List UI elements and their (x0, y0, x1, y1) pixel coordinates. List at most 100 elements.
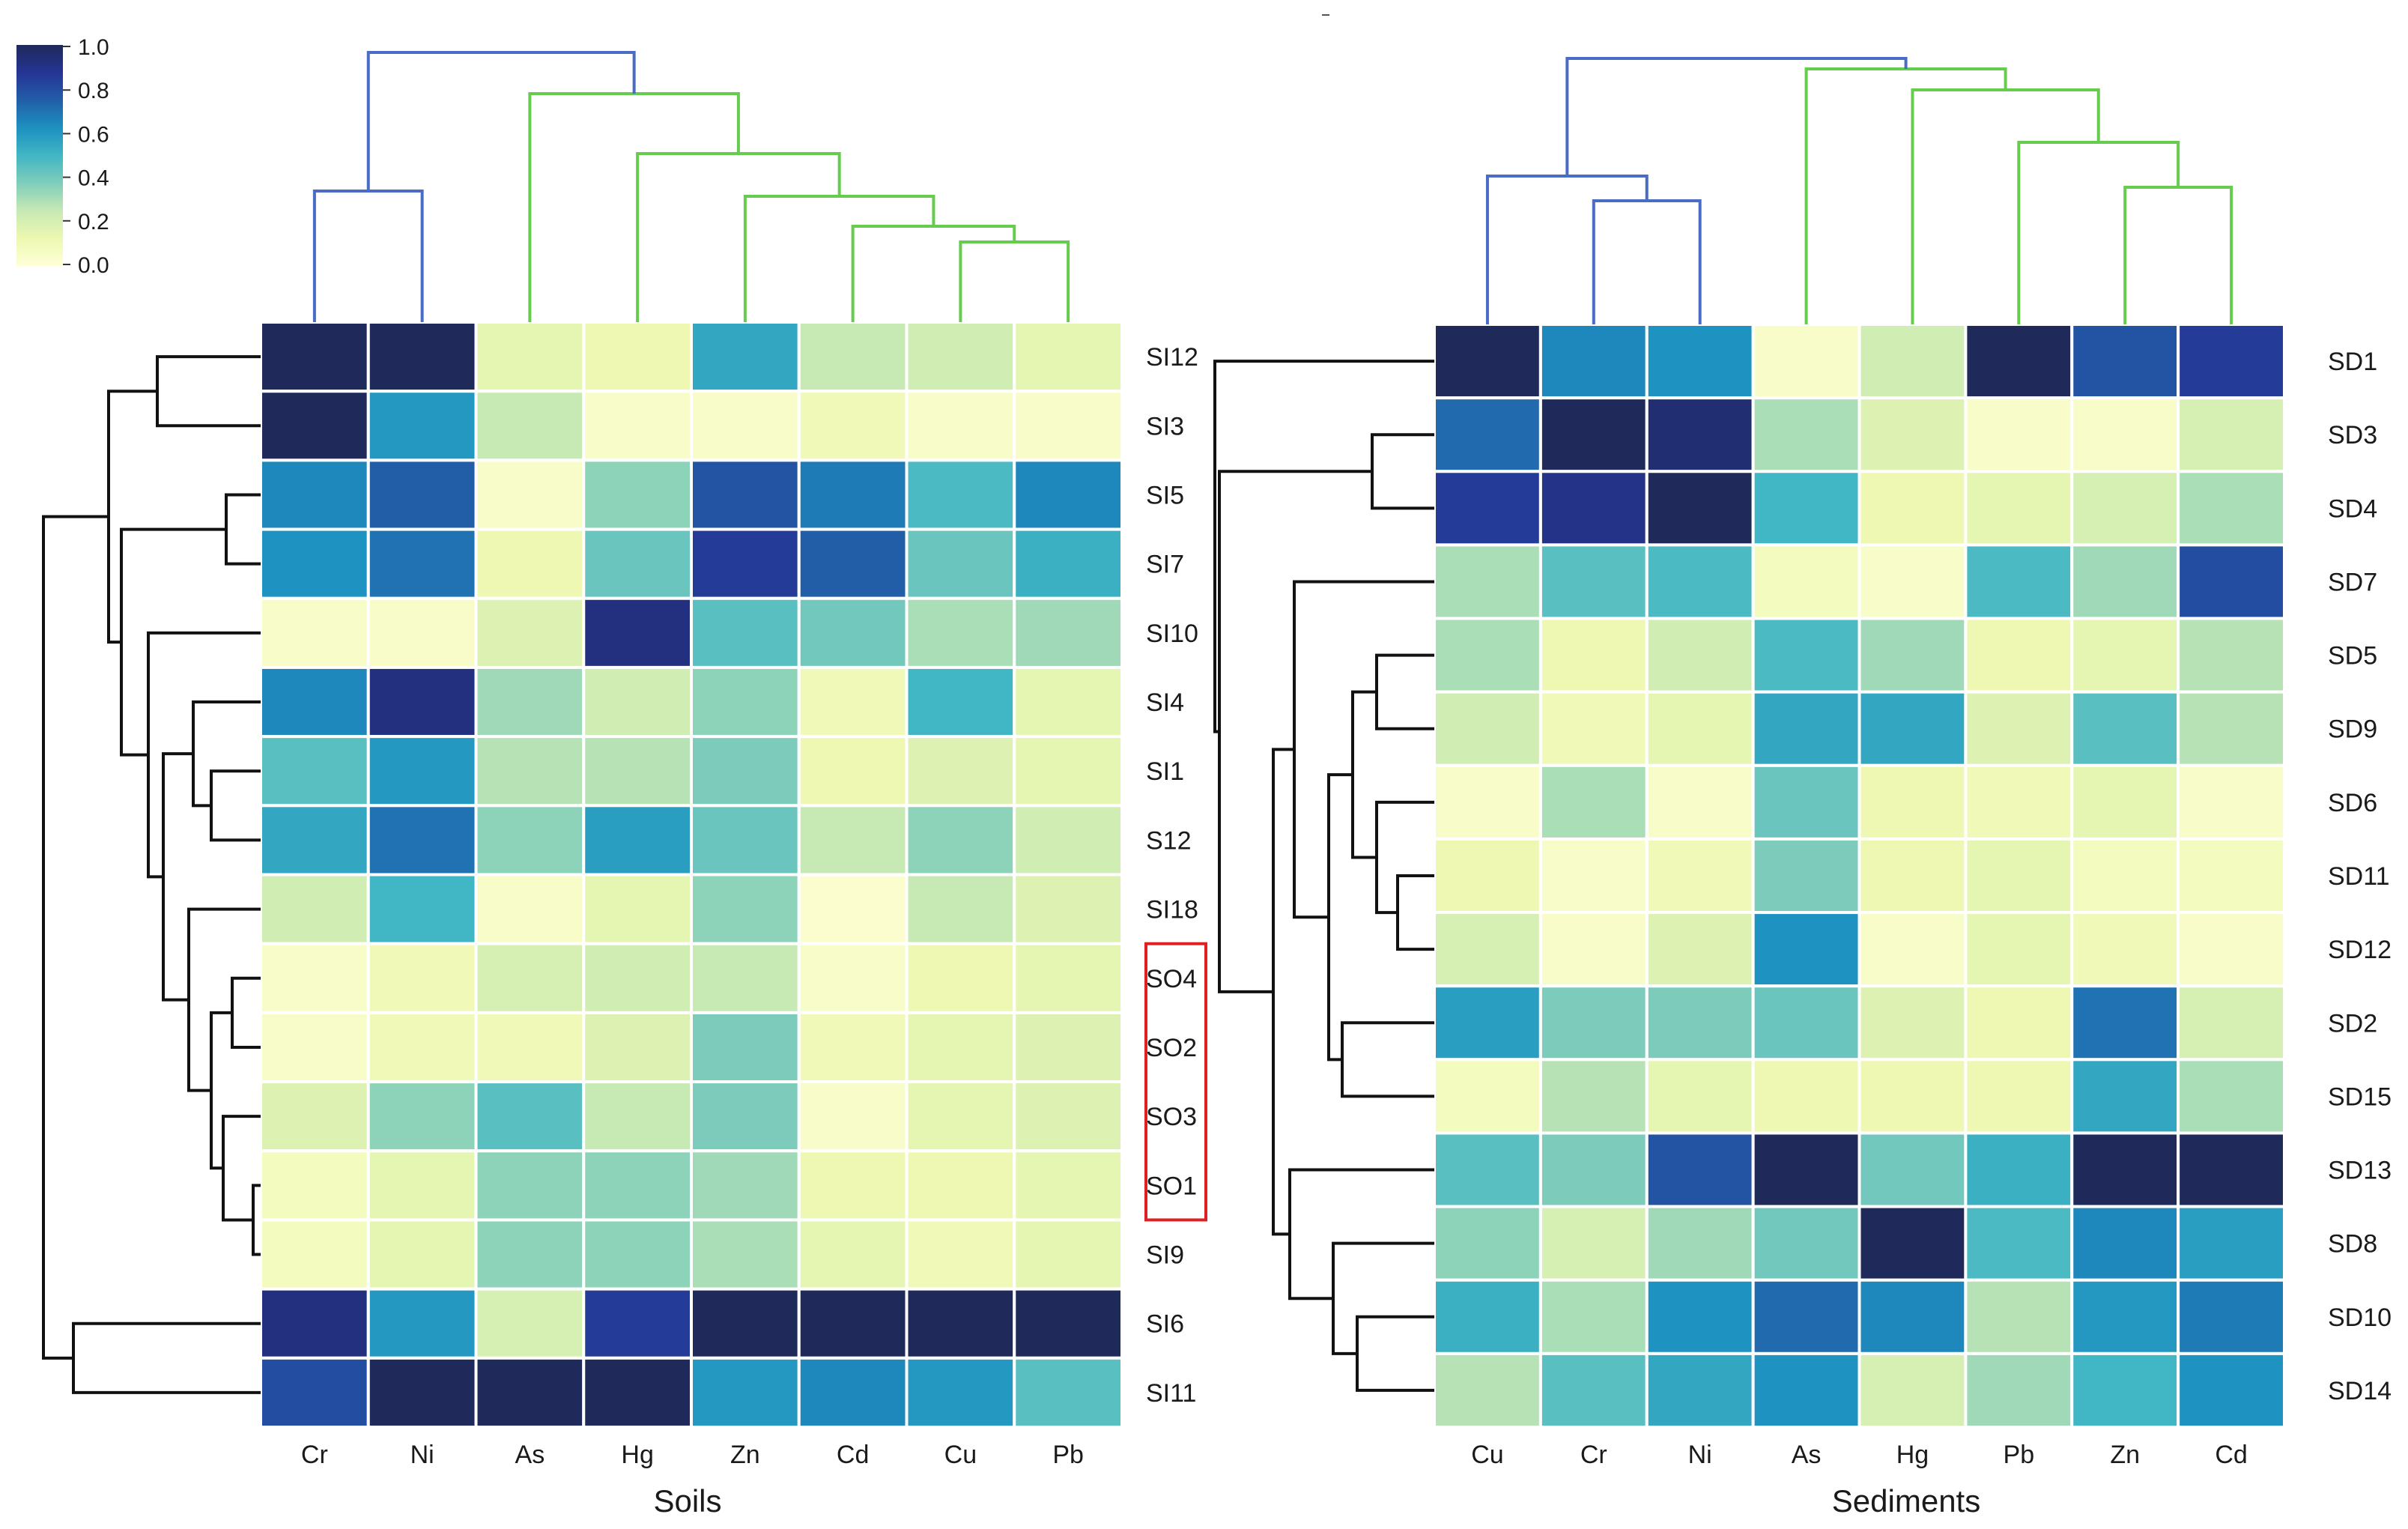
heatmap-cell (582, 942, 693, 1014)
heatmap-cell (1433, 911, 1542, 988)
row-label: SD3 (2328, 421, 2377, 449)
heatmap-cell (1538, 470, 1649, 547)
colorbar-gradient (16, 45, 63, 266)
column-label: Cr (301, 1441, 328, 1469)
heatmap-cell (582, 1356, 693, 1429)
heatmap-cell (690, 390, 801, 462)
heatmap-cell (1013, 458, 1123, 531)
heatmap-cell (582, 321, 693, 393)
heatmap-cell (905, 1356, 1016, 1429)
column-label: As (1792, 1441, 1822, 1469)
row-label: SI9 (1146, 1241, 1184, 1270)
heatmap-cell (582, 1011, 693, 1084)
row-label: SD5 (2328, 642, 2377, 670)
heatmap-cell (1433, 1131, 1542, 1208)
heatmap-cell (366, 527, 478, 600)
colorbar: 1.0 0.8 0.6 0.4 0.2 0.0 (16, 35, 109, 278)
colorbar-tick-label: 1.0 (78, 35, 109, 60)
soils-xlabel: Soils (653, 1483, 721, 1519)
heatmap-cell (690, 596, 801, 669)
heatmap-cell (1857, 1351, 1968, 1429)
heatmap-cell (905, 942, 1016, 1014)
heatmap-cell (582, 1080, 693, 1153)
heatmap-cell (474, 390, 586, 462)
column-label: Cu (944, 1441, 977, 1469)
heatmap-cell (582, 1287, 693, 1360)
heatmap-cell (259, 321, 370, 393)
heatmap-cell (690, 1080, 801, 1153)
heatmap-cell (1538, 543, 1649, 620)
heatmap-cell (1538, 911, 1649, 988)
row-label: SI10 (1146, 620, 1198, 648)
column-label: Pb (1052, 1441, 1084, 1469)
heatmap-cell (690, 1287, 801, 1360)
heatmap-cell (2070, 396, 2180, 473)
dendrogram-link (1293, 580, 1434, 919)
heatmap-cell (1433, 470, 1542, 547)
heatmap-cell (2070, 323, 2180, 400)
column-label: Cd (837, 1441, 869, 1469)
heatmap-cell (1751, 984, 1861, 1062)
heatmap-cell (1013, 1011, 1123, 1084)
heatmap-cell (582, 665, 693, 739)
dendrogram-link (1592, 199, 1702, 324)
heatmap-cell (1538, 984, 1649, 1062)
heatmap-cell (1964, 911, 2074, 988)
column-label: Ni (410, 1441, 434, 1469)
heatmap-cell (905, 735, 1016, 808)
heatmap-cell (1964, 690, 2074, 767)
heatmap-cell (1013, 321, 1123, 393)
sediments-row-dendrogram (1213, 360, 1434, 1392)
dendrogram-link (222, 1115, 261, 1222)
heatmap-cell (2177, 323, 2286, 400)
heatmap-cell (797, 321, 909, 393)
heatmap-cell (905, 458, 1016, 531)
dendrogram-link (528, 92, 740, 322)
heatmap-cell (2177, 837, 2286, 915)
heatmap-cell (259, 596, 370, 669)
heatmap-cell (905, 873, 1016, 945)
heatmap-cell (1013, 1080, 1123, 1153)
heatmap-cell (259, 1218, 370, 1291)
row-label: SD6 (2328, 789, 2377, 817)
column-label: Cr (1580, 1441, 1607, 1469)
heatmap-cell (259, 1149, 370, 1222)
heatmap-cell (1538, 617, 1649, 694)
heatmap-cell (259, 1080, 370, 1153)
row-label: SD2 (2328, 1009, 2377, 1038)
heatmap-cell (366, 1218, 478, 1291)
heatmap-cell (1645, 1205, 1755, 1282)
heatmap-cell (797, 1149, 909, 1222)
heatmap-cell (1645, 543, 1755, 620)
heatmap-cell (1751, 470, 1861, 547)
heatmap-cell (1964, 763, 2074, 841)
heatmap-cell (1538, 1351, 1649, 1429)
heatmap-cell (1538, 1058, 1649, 1135)
heatmap-cell (1013, 596, 1123, 669)
column-label: Hg (1896, 1441, 1929, 1469)
heatmap-cell (1433, 617, 1542, 694)
heatmap-cell (797, 1011, 909, 1084)
heatmap-cell (2070, 543, 2180, 620)
heatmap-cell (1857, 1058, 1968, 1135)
heatmap-cell (259, 735, 370, 808)
heatmap-cell (582, 735, 693, 808)
heatmap-cell (1013, 1356, 1123, 1429)
heatmap-cell (1433, 1351, 1542, 1429)
heatmap-cell (797, 596, 909, 669)
row-label: SD10 (2328, 1304, 2392, 1332)
heatmap-cell (582, 873, 693, 945)
row-label: SI3 (1146, 412, 1184, 440)
heatmap-cell (2070, 1058, 2180, 1135)
heatmap-cell (474, 1218, 586, 1291)
heatmap-cell (1645, 617, 1755, 694)
heatmap-cell (1964, 1278, 2074, 1355)
heatmap-cell (2070, 1205, 2180, 1282)
heatmap-cell (366, 942, 478, 1014)
sediments-heatmap: SD1 SD3 SD4 SD7 SD5 SD9 SD6 SD11 SD12 SD2 SD15 SD13… (1433, 323, 2392, 1469)
row-label: SI5 (1146, 481, 1184, 509)
heatmap-cell (2177, 396, 2286, 473)
heatmap-cell (1538, 690, 1649, 767)
dendrogram-link (120, 527, 226, 757)
heatmap-cell (474, 321, 586, 393)
